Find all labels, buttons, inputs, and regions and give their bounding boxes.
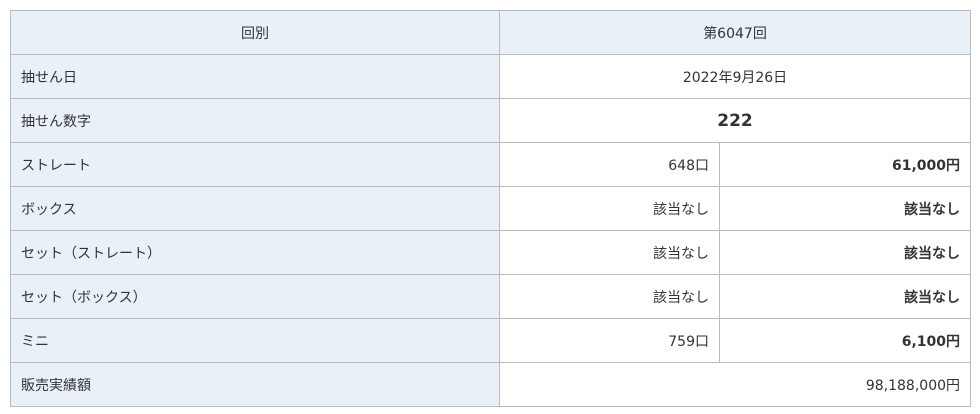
prize-count: 759口 <box>499 318 720 363</box>
draw-date-row: 抽せん日 2022年9月26日 <box>10 54 972 99</box>
prize-amount: 該当なし <box>718 274 972 319</box>
prize-label: ミニ <box>10 318 500 363</box>
sales-label: 販売実績額 <box>10 362 500 407</box>
prize-row: セット（ボックス） 該当なし 該当なし <box>10 274 972 319</box>
prize-row: ミニ 759口 6,100円 <box>10 318 972 363</box>
prize-amount: 該当なし <box>718 230 972 275</box>
sales-row: 販売実績額 98,188,000円 <box>10 362 972 407</box>
winning-number-label: 抽せん数字 <box>10 98 500 143</box>
prize-count: 該当なし <box>499 230 720 275</box>
prize-row: ボックス 該当なし 該当なし <box>10 186 972 231</box>
round-value: 第6047回 <box>498 10 972 55</box>
prize-amount: 6,100円 <box>718 318 972 363</box>
prize-amount: 該当なし <box>718 186 972 231</box>
prize-amount: 61,000円 <box>718 142 972 187</box>
prize-count: 該当なし <box>499 274 720 319</box>
prize-label: ボックス <box>10 186 500 231</box>
winning-number-row: 抽せん数字 222 <box>10 98 972 143</box>
prize-label: ストレート <box>10 142 500 187</box>
prize-row: ストレート 648口 61,000円 <box>10 142 972 187</box>
draw-date-label: 抽せん日 <box>10 54 500 99</box>
prize-row: セット（ストレート） 該当なし 該当なし <box>10 230 972 275</box>
results-table: 回別 第6047回 抽せん日 2022年9月26日 抽せん数字 222 ストレー… <box>10 10 972 407</box>
sales-value: 98,188,000円 <box>498 362 972 407</box>
round-label: 回別 <box>10 10 500 55</box>
prize-count: 648口 <box>499 142 720 187</box>
prize-label: セット（ボックス） <box>10 274 500 319</box>
winning-number-value: 222 <box>498 98 972 143</box>
draw-date-value: 2022年9月26日 <box>498 54 972 99</box>
prize-count: 該当なし <box>499 186 720 231</box>
prize-label: セット（ストレート） <box>10 230 500 275</box>
header-row: 回別 第6047回 <box>10 10 972 55</box>
